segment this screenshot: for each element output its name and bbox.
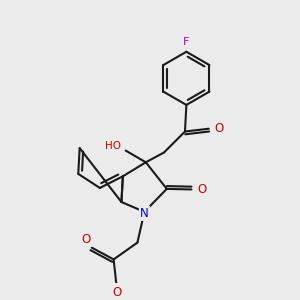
Text: HO: HO (105, 141, 121, 151)
Text: O: O (82, 233, 91, 246)
Text: F: F (183, 37, 190, 47)
Text: O: O (112, 286, 122, 299)
Text: O: O (214, 122, 223, 135)
Text: O: O (197, 183, 207, 196)
Text: N: N (140, 207, 149, 220)
